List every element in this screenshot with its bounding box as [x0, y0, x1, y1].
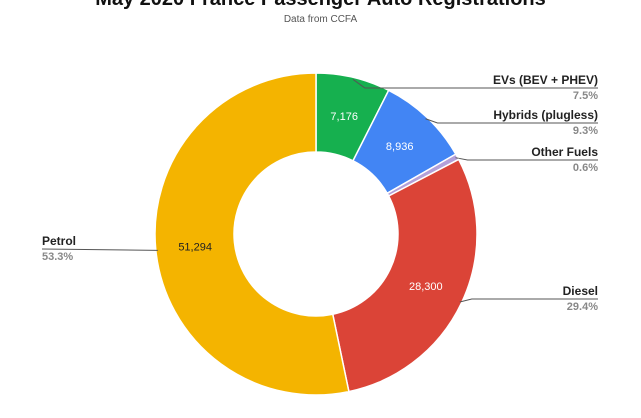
chart-subtitle: Data from CCFA: [283, 14, 358, 25]
slice-percent-hybrids-plugless: 9.3%: [573, 125, 598, 137]
leader-line-evs-bev-phev: [352, 78, 598, 89]
slice-value-label-petrol: 51,294: [178, 241, 212, 253]
slice-percent-other-fuels: 0.6%: [573, 162, 598, 174]
leader-line-hybrids-plugless: [425, 118, 598, 124]
slice-percent-diesel: 29.4%: [567, 301, 598, 313]
slice-value-label-diesel: 28,300: [409, 281, 443, 293]
slice-value-label-evs-bev-phev: 7,176: [330, 111, 358, 123]
slice-label-other-fuels: Other Fuels: [531, 145, 598, 159]
slice-value-label-hybrids-plugless: 8,936: [386, 141, 414, 153]
slice-label-evs-bev-phev: EVs (BEV + PHEV): [493, 73, 598, 87]
slice-petrol: [154, 72, 350, 396]
slice-label-petrol: Petrol: [42, 234, 76, 248]
slice-label-hybrids-plugless: Hybrids (plugless): [493, 108, 598, 122]
leader-line-other-fuels: [455, 157, 598, 161]
slice-diesel: [331, 158, 478, 393]
leader-line-petrol: [41, 248, 158, 251]
slice-percent-petrol: 53.3%: [42, 251, 73, 263]
leader-line-diesel: [459, 298, 598, 303]
slice-label-diesel: Diesel: [563, 284, 598, 298]
slice-percent-evs-bev-phev: 7.5%: [573, 90, 598, 102]
chart-title: May 2020 France Passenger Auto Registrat…: [0, 0, 641, 11]
